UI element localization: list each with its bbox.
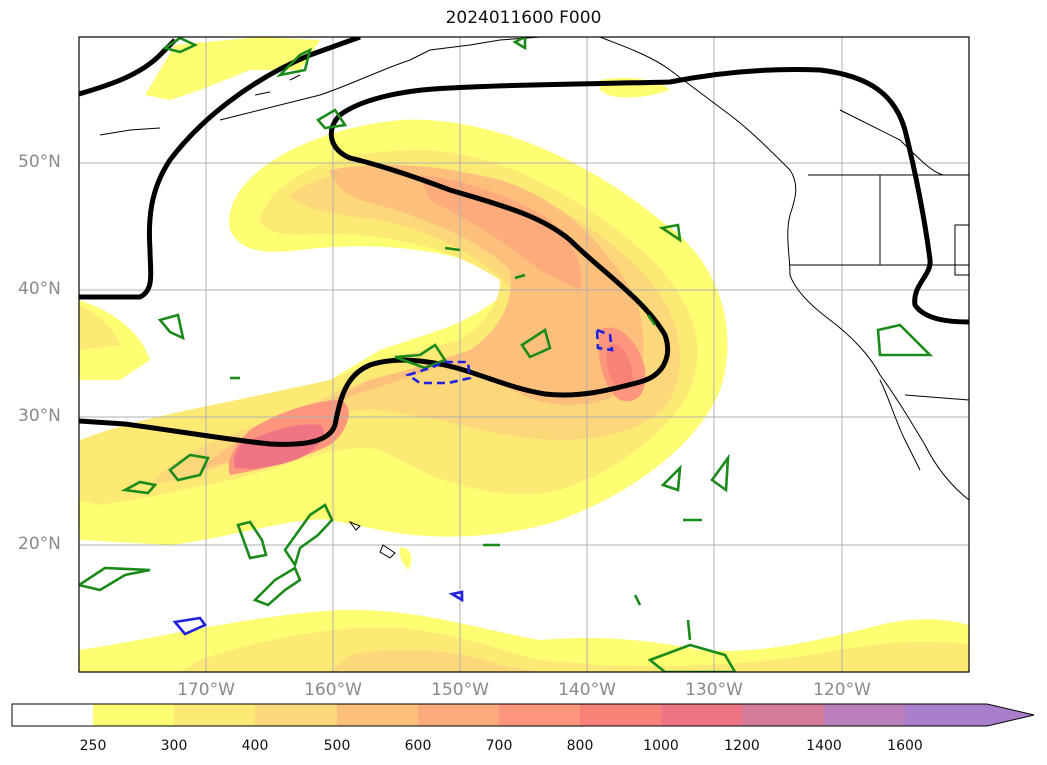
colorbar-tick-800: 800: [566, 738, 594, 754]
blue-contours: [172, 328, 614, 636]
colorbar-tick-400: 400: [241, 738, 269, 754]
colorbar-tick-1600: 1600: [887, 738, 923, 754]
lon-label-170w: 170°W: [177, 680, 235, 700]
lat-label-20n: 20°N: [18, 534, 61, 554]
colorbar-tick-1000: 1000: [643, 738, 679, 754]
lon-label-140w: 140°W: [558, 680, 616, 700]
lon-label-130w: 130°W: [685, 680, 743, 700]
colorbar-tick-300: 300: [160, 738, 188, 754]
lon-label-150w: 150°W: [431, 680, 489, 700]
lon-label-160w: 160°W: [304, 680, 362, 700]
colorbar-tick-700: 700: [485, 738, 513, 754]
lon-label-120w: 120°W: [813, 680, 871, 700]
colorbar: [11, 703, 1035, 727]
black-contour: [79, 37, 969, 447]
colorbar-tick-1200: 1200: [724, 738, 760, 754]
green-contours: [79, 37, 934, 672]
coastlines: [99, 37, 969, 559]
colorbar-tick-250: 250: [79, 738, 107, 754]
lat-label-30n: 30°N: [18, 406, 61, 426]
lat-label-40n: 40°N: [18, 279, 61, 299]
chart-title: 2024011600 F000: [445, 8, 602, 28]
colorbar-tick-600: 600: [404, 738, 432, 754]
lat-label-50n: 50°N: [18, 152, 61, 172]
colorbar-tick-1400: 1400: [806, 738, 842, 754]
colorbar-tick-500: 500: [323, 738, 351, 754]
